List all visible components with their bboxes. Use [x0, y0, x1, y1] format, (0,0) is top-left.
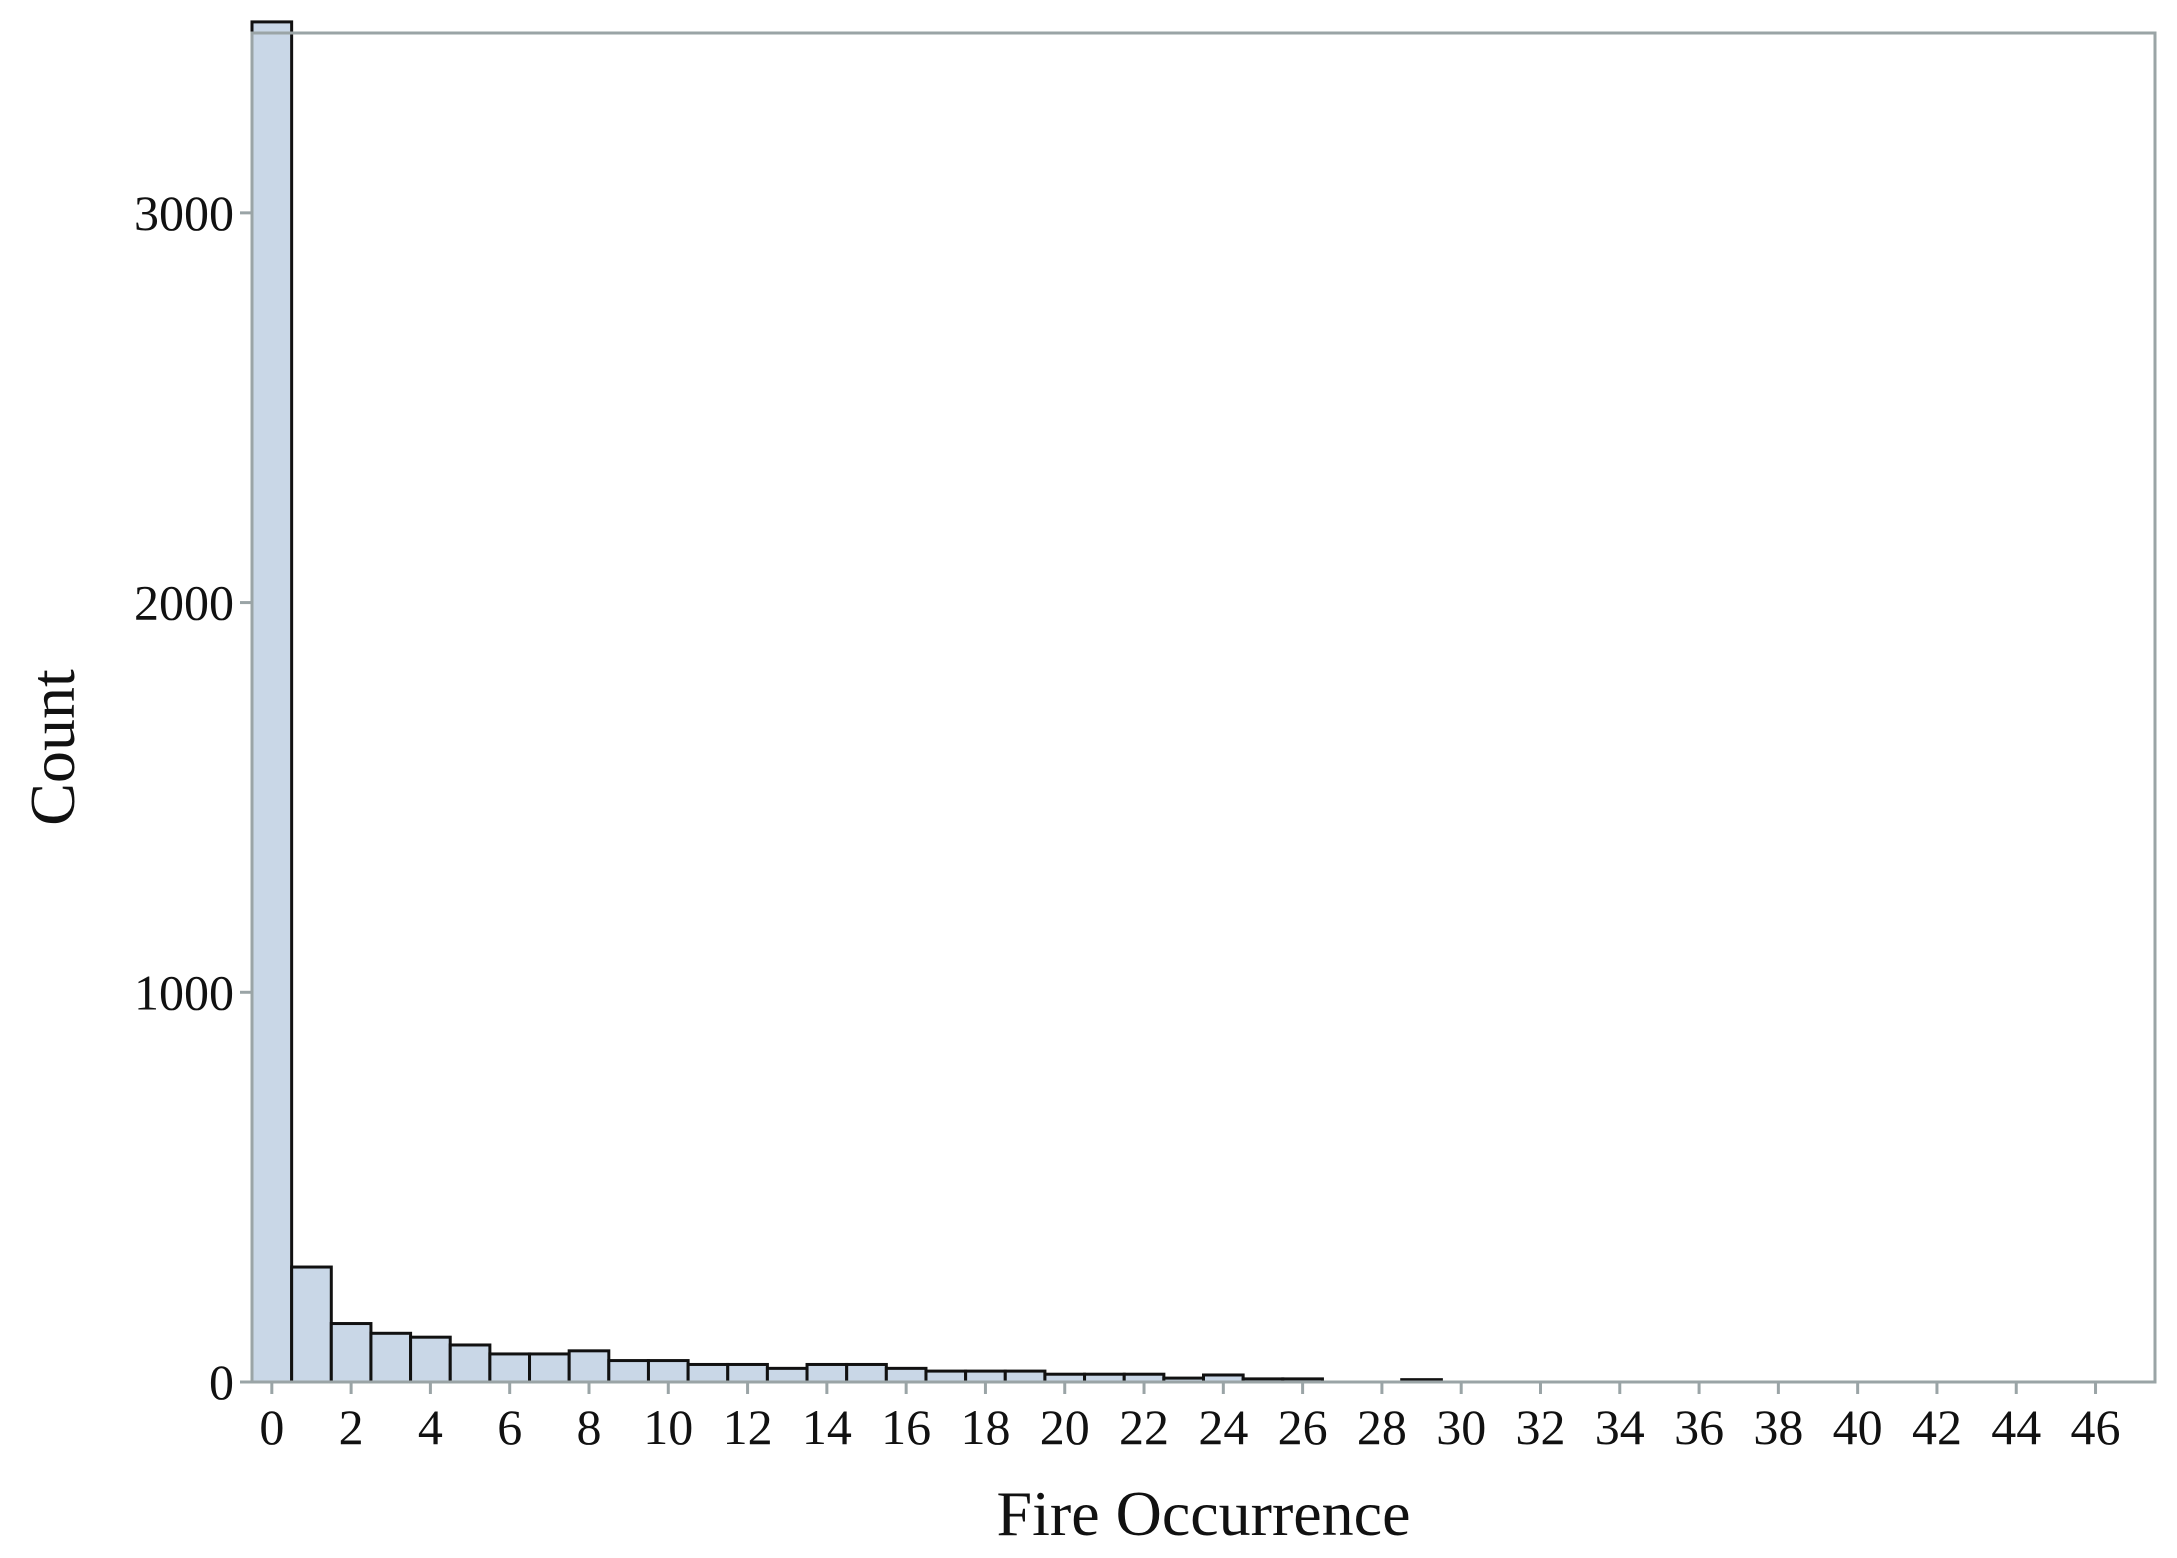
- x-tick-label: 46: [2071, 1399, 2121, 1455]
- x-tick-label: 24: [1198, 1399, 1248, 1455]
- histogram-bar: [805, 1362, 849, 1384]
- x-axis-title: Fire Occurrence: [997, 1478, 1411, 1549]
- x-tick-label: 12: [723, 1399, 773, 1455]
- histogram-bar: [290, 1265, 333, 1384]
- x-tick-label: 16: [881, 1399, 931, 1455]
- x-tick-label: 36: [1674, 1399, 1724, 1455]
- histogram-bar: [567, 1349, 611, 1384]
- x-tick-label: 44: [1991, 1399, 2041, 1455]
- x-tick-label: 18: [960, 1399, 1010, 1455]
- histogram-bar: [686, 1362, 730, 1384]
- y-tick-label: 0: [209, 1354, 234, 1410]
- y-axis-title: Count: [17, 669, 88, 826]
- x-tick-label: 42: [1912, 1399, 1962, 1455]
- x-tick-label: 26: [1278, 1399, 1328, 1455]
- x-tick-label: 10: [643, 1399, 693, 1455]
- histogram-bar: [448, 1343, 492, 1384]
- x-tick-label: 0: [259, 1399, 284, 1455]
- histogram-bar: [607, 1359, 650, 1384]
- histogram-bar: [1003, 1369, 1047, 1384]
- bars-group: [250, 20, 1443, 1384]
- y-tick-label: 2000: [134, 575, 234, 631]
- histogram-bar: [369, 1331, 413, 1384]
- x-tick-label: 30: [1436, 1399, 1486, 1455]
- y-axis: 0 1000 2000 3000: [134, 185, 252, 1410]
- histogram-bar: [884, 1366, 928, 1384]
- x-tick-label: 34: [1595, 1399, 1645, 1455]
- x-tick-label: 6: [497, 1399, 522, 1455]
- x-tick-label: 20: [1040, 1399, 1090, 1455]
- x-tick-label: 40: [1833, 1399, 1883, 1455]
- x-tick-label: 28: [1357, 1399, 1407, 1455]
- histogram-bar: [646, 1359, 690, 1384]
- histogram-bar: [528, 1352, 571, 1384]
- x-tick-label: 14: [802, 1399, 852, 1455]
- plot-frame: [250, 31, 2157, 1384]
- histogram-bar: [726, 1362, 769, 1384]
- y-tick-label: 3000: [134, 185, 234, 241]
- x-tick-label: 32: [1515, 1399, 1565, 1455]
- x-tick-label: 4: [418, 1399, 443, 1455]
- histogram-bar: [765, 1366, 809, 1384]
- histogram-bar: [964, 1369, 1007, 1384]
- histogram-bar: [488, 1352, 532, 1384]
- x-tick-label: 22: [1119, 1399, 1169, 1455]
- histogram-bar: [329, 1322, 373, 1384]
- histogram-bar: [409, 1335, 452, 1384]
- histogram-bar: [845, 1362, 888, 1384]
- y-tick-label: 1000: [134, 964, 234, 1020]
- histogram-bar: [250, 20, 294, 1384]
- x-tick-label: 38: [1753, 1399, 1803, 1455]
- histogram-bar: [924, 1369, 968, 1384]
- x-axis: 0 2 4 6 8 10 12 14 16 18 20 22 24 26 28 30 32 34 36 38 40 42 4…: [259, 1382, 2121, 1455]
- x-tick-label: 2: [339, 1399, 364, 1455]
- x-tick-label: 8: [576, 1399, 601, 1455]
